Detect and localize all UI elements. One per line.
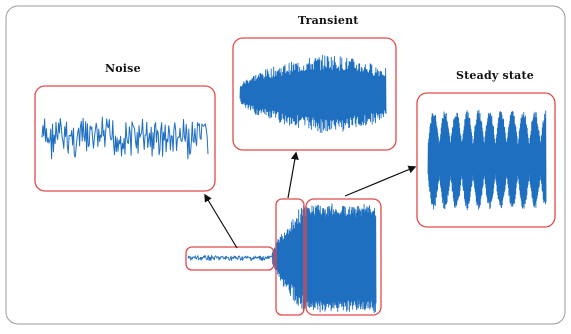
transient-arrow xyxy=(287,151,299,199)
steady-state-zoom-box xyxy=(416,92,556,228)
noise-waveform xyxy=(41,116,209,160)
steady-state-label: Steady state xyxy=(456,69,534,82)
noise-segment-box xyxy=(185,246,275,271)
transient-waveform xyxy=(239,54,387,134)
transient-segment-box xyxy=(275,198,305,316)
transient-zoom-box xyxy=(232,37,397,151)
steady-state-waveform xyxy=(427,109,547,211)
steady-state-arrow xyxy=(344,165,417,197)
outer-frame xyxy=(5,5,566,325)
main-signal-waveform xyxy=(187,203,377,313)
transient-label: Transient xyxy=(298,14,359,27)
noise-label: Noise xyxy=(105,62,141,75)
noise-zoom-box xyxy=(34,85,216,192)
noise-arrow xyxy=(204,193,238,249)
steady-state-segment-box xyxy=(305,198,382,316)
